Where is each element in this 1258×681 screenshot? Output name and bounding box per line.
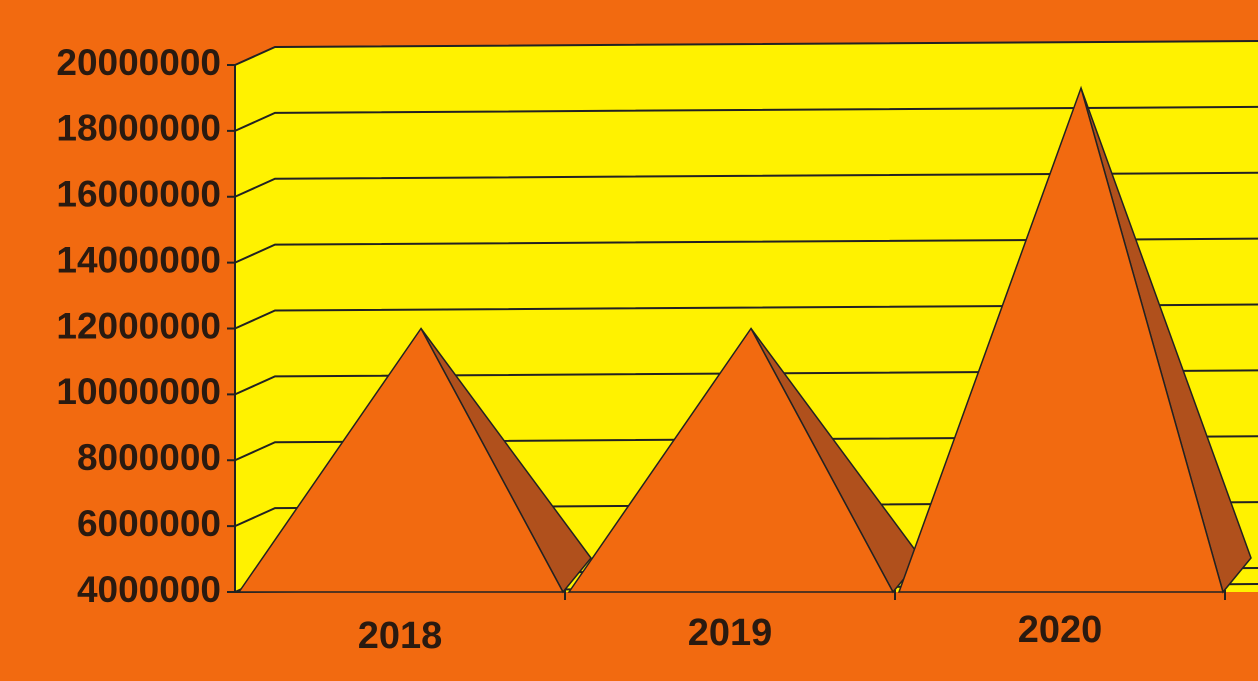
x-tick-label: 2019 <box>688 612 773 654</box>
grid-line <box>234 105 1258 132</box>
y-tick-label: 14000000 <box>56 239 221 280</box>
grid-line <box>234 303 1258 330</box>
pyramid-front <box>237 327 565 593</box>
y-tick-label: 10000000 <box>56 371 221 412</box>
pyramid <box>897 85 1252 594</box>
y-tick-label: 12000000 <box>56 305 221 346</box>
pyramid <box>237 327 592 594</box>
grid-line <box>234 369 1258 396</box>
y-tick-label: 16000000 <box>56 174 221 215</box>
y-tick-label: 20000000 <box>56 42 221 83</box>
pyramid <box>567 327 922 594</box>
grid-line <box>234 40 1258 66</box>
pyramid-front <box>897 85 1224 593</box>
x-tick-label: 2020 <box>1018 609 1103 651</box>
y-tick-label: 6000000 <box>77 503 221 544</box>
grid-line <box>234 435 1258 462</box>
pyramid-front <box>567 327 895 593</box>
y-tick-label: 18000000 <box>56 108 221 149</box>
y-tick-label: 4000000 <box>77 569 221 610</box>
x-tick-label: 2018 <box>358 615 443 657</box>
grid-line <box>234 237 1258 264</box>
grid-line <box>234 171 1258 198</box>
y-tick-label: 8000000 <box>77 437 221 478</box>
